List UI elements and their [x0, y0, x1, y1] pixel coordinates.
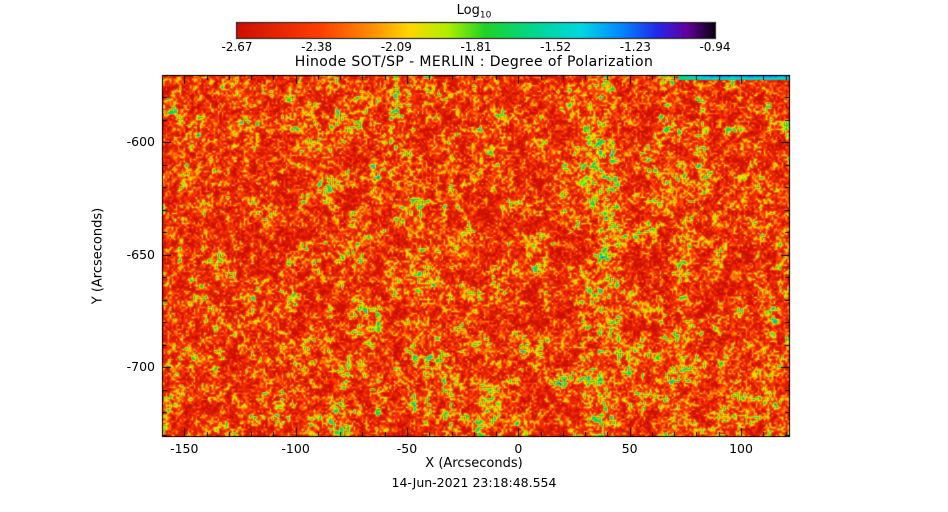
timestamp: 14-Jun-2021 23:18:48.554	[391, 475, 557, 490]
x-tick-label: -100	[281, 441, 310, 456]
y-tick-label: -700	[126, 359, 155, 375]
x-tick-label: 100	[729, 441, 753, 456]
x-tick-labels: -150 -100 -50 0 50 100	[0, 441, 948, 456]
x-axis-label: X (Arcseconds)	[425, 456, 523, 471]
y-tick-label: -600	[126, 134, 155, 150]
x-tick-label: -150	[170, 441, 199, 456]
x-tick-label: 0	[514, 441, 523, 456]
x-tick-label: -50	[396, 441, 418, 456]
y-axis-label: Y (Arcseconds)	[90, 207, 106, 305]
x-tick-label: 50	[621, 441, 638, 456]
y-tick-label: -650	[126, 246, 155, 262]
